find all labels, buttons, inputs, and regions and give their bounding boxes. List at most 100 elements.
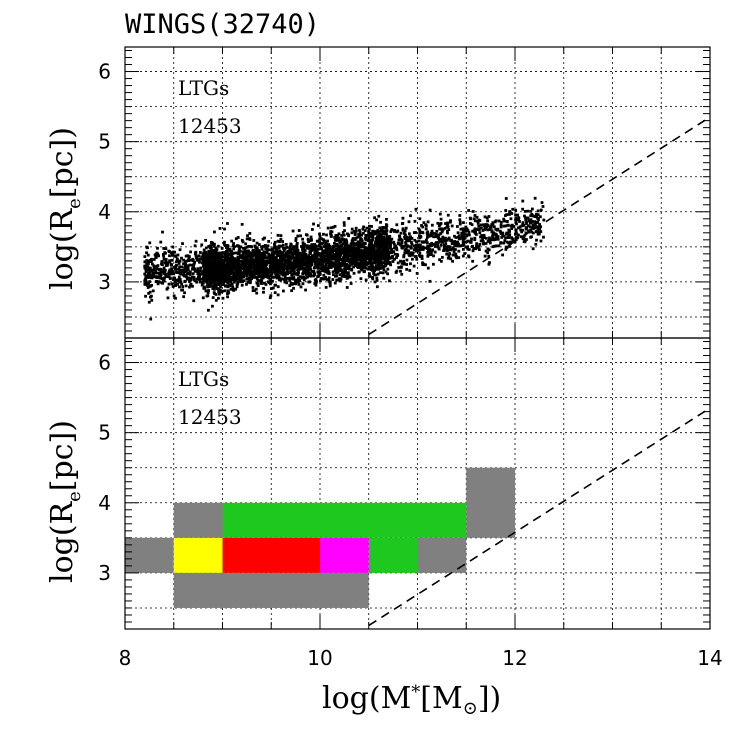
scatter-point — [238, 279, 242, 283]
scatter-point — [307, 247, 311, 250]
scatter-point — [486, 228, 490, 232]
scatter-point — [296, 265, 299, 268]
scatter-point — [254, 271, 258, 275]
scatter-point — [294, 239, 298, 242]
scatter-point — [498, 229, 502, 233]
scatter-point — [387, 238, 391, 241]
scatter-point — [515, 222, 518, 226]
scatter-point — [206, 285, 210, 289]
scatter-point — [163, 251, 167, 255]
scatter-point — [275, 256, 278, 260]
scatter-point — [382, 265, 386, 269]
scatter-point — [143, 282, 147, 286]
scatter-point — [239, 269, 242, 273]
scatter-point — [225, 278, 228, 282]
scatter-point — [196, 277, 200, 281]
scatter-point — [336, 244, 340, 248]
scatter-point — [184, 284, 188, 288]
scatter-point — [379, 245, 383, 249]
scatter-point — [350, 258, 354, 262]
scatter-point — [255, 281, 259, 285]
scatter-point — [191, 267, 195, 270]
scatter-point — [389, 249, 393, 253]
scatter-point — [262, 286, 265, 290]
scatter-point — [234, 259, 238, 263]
scatter-point — [396, 229, 400, 233]
scatter-point — [520, 224, 524, 228]
scatter-point — [367, 239, 371, 242]
scatter-point — [523, 239, 527, 242]
scatter-point — [216, 254, 220, 258]
scatter-point — [244, 242, 248, 246]
scatter-point — [334, 257, 337, 261]
scatter-point — [472, 247, 476, 250]
scatter-point — [415, 243, 418, 247]
scatter-point — [342, 223, 346, 227]
scatter-point — [450, 247, 454, 251]
scatter-point — [449, 220, 452, 224]
scatter-point — [478, 219, 482, 222]
scatter-point — [528, 221, 532, 225]
scatter-point — [516, 213, 519, 217]
scatter-point — [214, 278, 218, 282]
scatter-point — [375, 235, 379, 239]
scatter-point — [351, 237, 355, 240]
scatter-point — [521, 222, 525, 226]
scatter-point — [481, 241, 485, 245]
scatter-point — [215, 248, 219, 251]
scatter-point — [276, 285, 280, 289]
scatter-point — [273, 267, 277, 271]
scatter-point — [173, 283, 177, 287]
scatter-point — [303, 249, 307, 253]
scatter-point — [451, 246, 455, 250]
scatter-point — [342, 249, 346, 253]
scatter-point — [281, 257, 285, 260]
scatter-point — [159, 273, 163, 276]
scatter-point — [251, 289, 255, 293]
scatter-point — [241, 272, 245, 276]
scatter-point — [361, 245, 365, 248]
scatter-point — [241, 262, 245, 266]
scatter-point — [148, 280, 152, 284]
scatter-point — [352, 265, 355, 269]
scatter-point — [207, 252, 211, 256]
scatter-point — [354, 226, 358, 230]
scatter-point — [379, 237, 383, 241]
scatter-point — [177, 275, 181, 279]
scatter-point — [202, 265, 206, 269]
scatter-point — [488, 228, 492, 231]
scatter-point — [533, 196, 537, 200]
scatter-point — [326, 271, 330, 275]
scatter-point — [377, 214, 381, 218]
scatter-point — [321, 252, 325, 256]
scatter-point — [235, 285, 239, 289]
scatter-point — [298, 259, 302, 262]
scatter-point — [223, 227, 226, 231]
scatter-point — [145, 251, 148, 255]
scatter-point — [293, 260, 297, 264]
scatter-point — [445, 252, 449, 256]
scatter-point — [254, 266, 258, 270]
scatter-point — [386, 272, 390, 276]
scatter-point — [481, 238, 484, 241]
scatter-point — [461, 254, 465, 258]
scatter-point — [536, 227, 540, 231]
scatter-point — [470, 237, 473, 241]
scatter-point — [333, 253, 336, 257]
scatter-point — [249, 269, 253, 272]
scatter-point — [278, 254, 281, 258]
scatter-point — [285, 281, 289, 285]
scatter-point — [418, 251, 422, 255]
heatmap-cell — [173, 572, 369, 608]
scatter-point — [508, 212, 511, 216]
scatter-point — [456, 231, 460, 235]
scatter-point — [263, 254, 267, 258]
scatter-point — [429, 249, 432, 253]
x-axis-label-sun: ⊙ — [463, 698, 478, 719]
scatter-point — [284, 242, 288, 246]
scatter-point — [352, 271, 356, 275]
scatter-point — [208, 278, 212, 282]
scatter-point — [221, 259, 225, 262]
scatter-point — [168, 250, 171, 253]
scatter-point — [282, 264, 285, 268]
